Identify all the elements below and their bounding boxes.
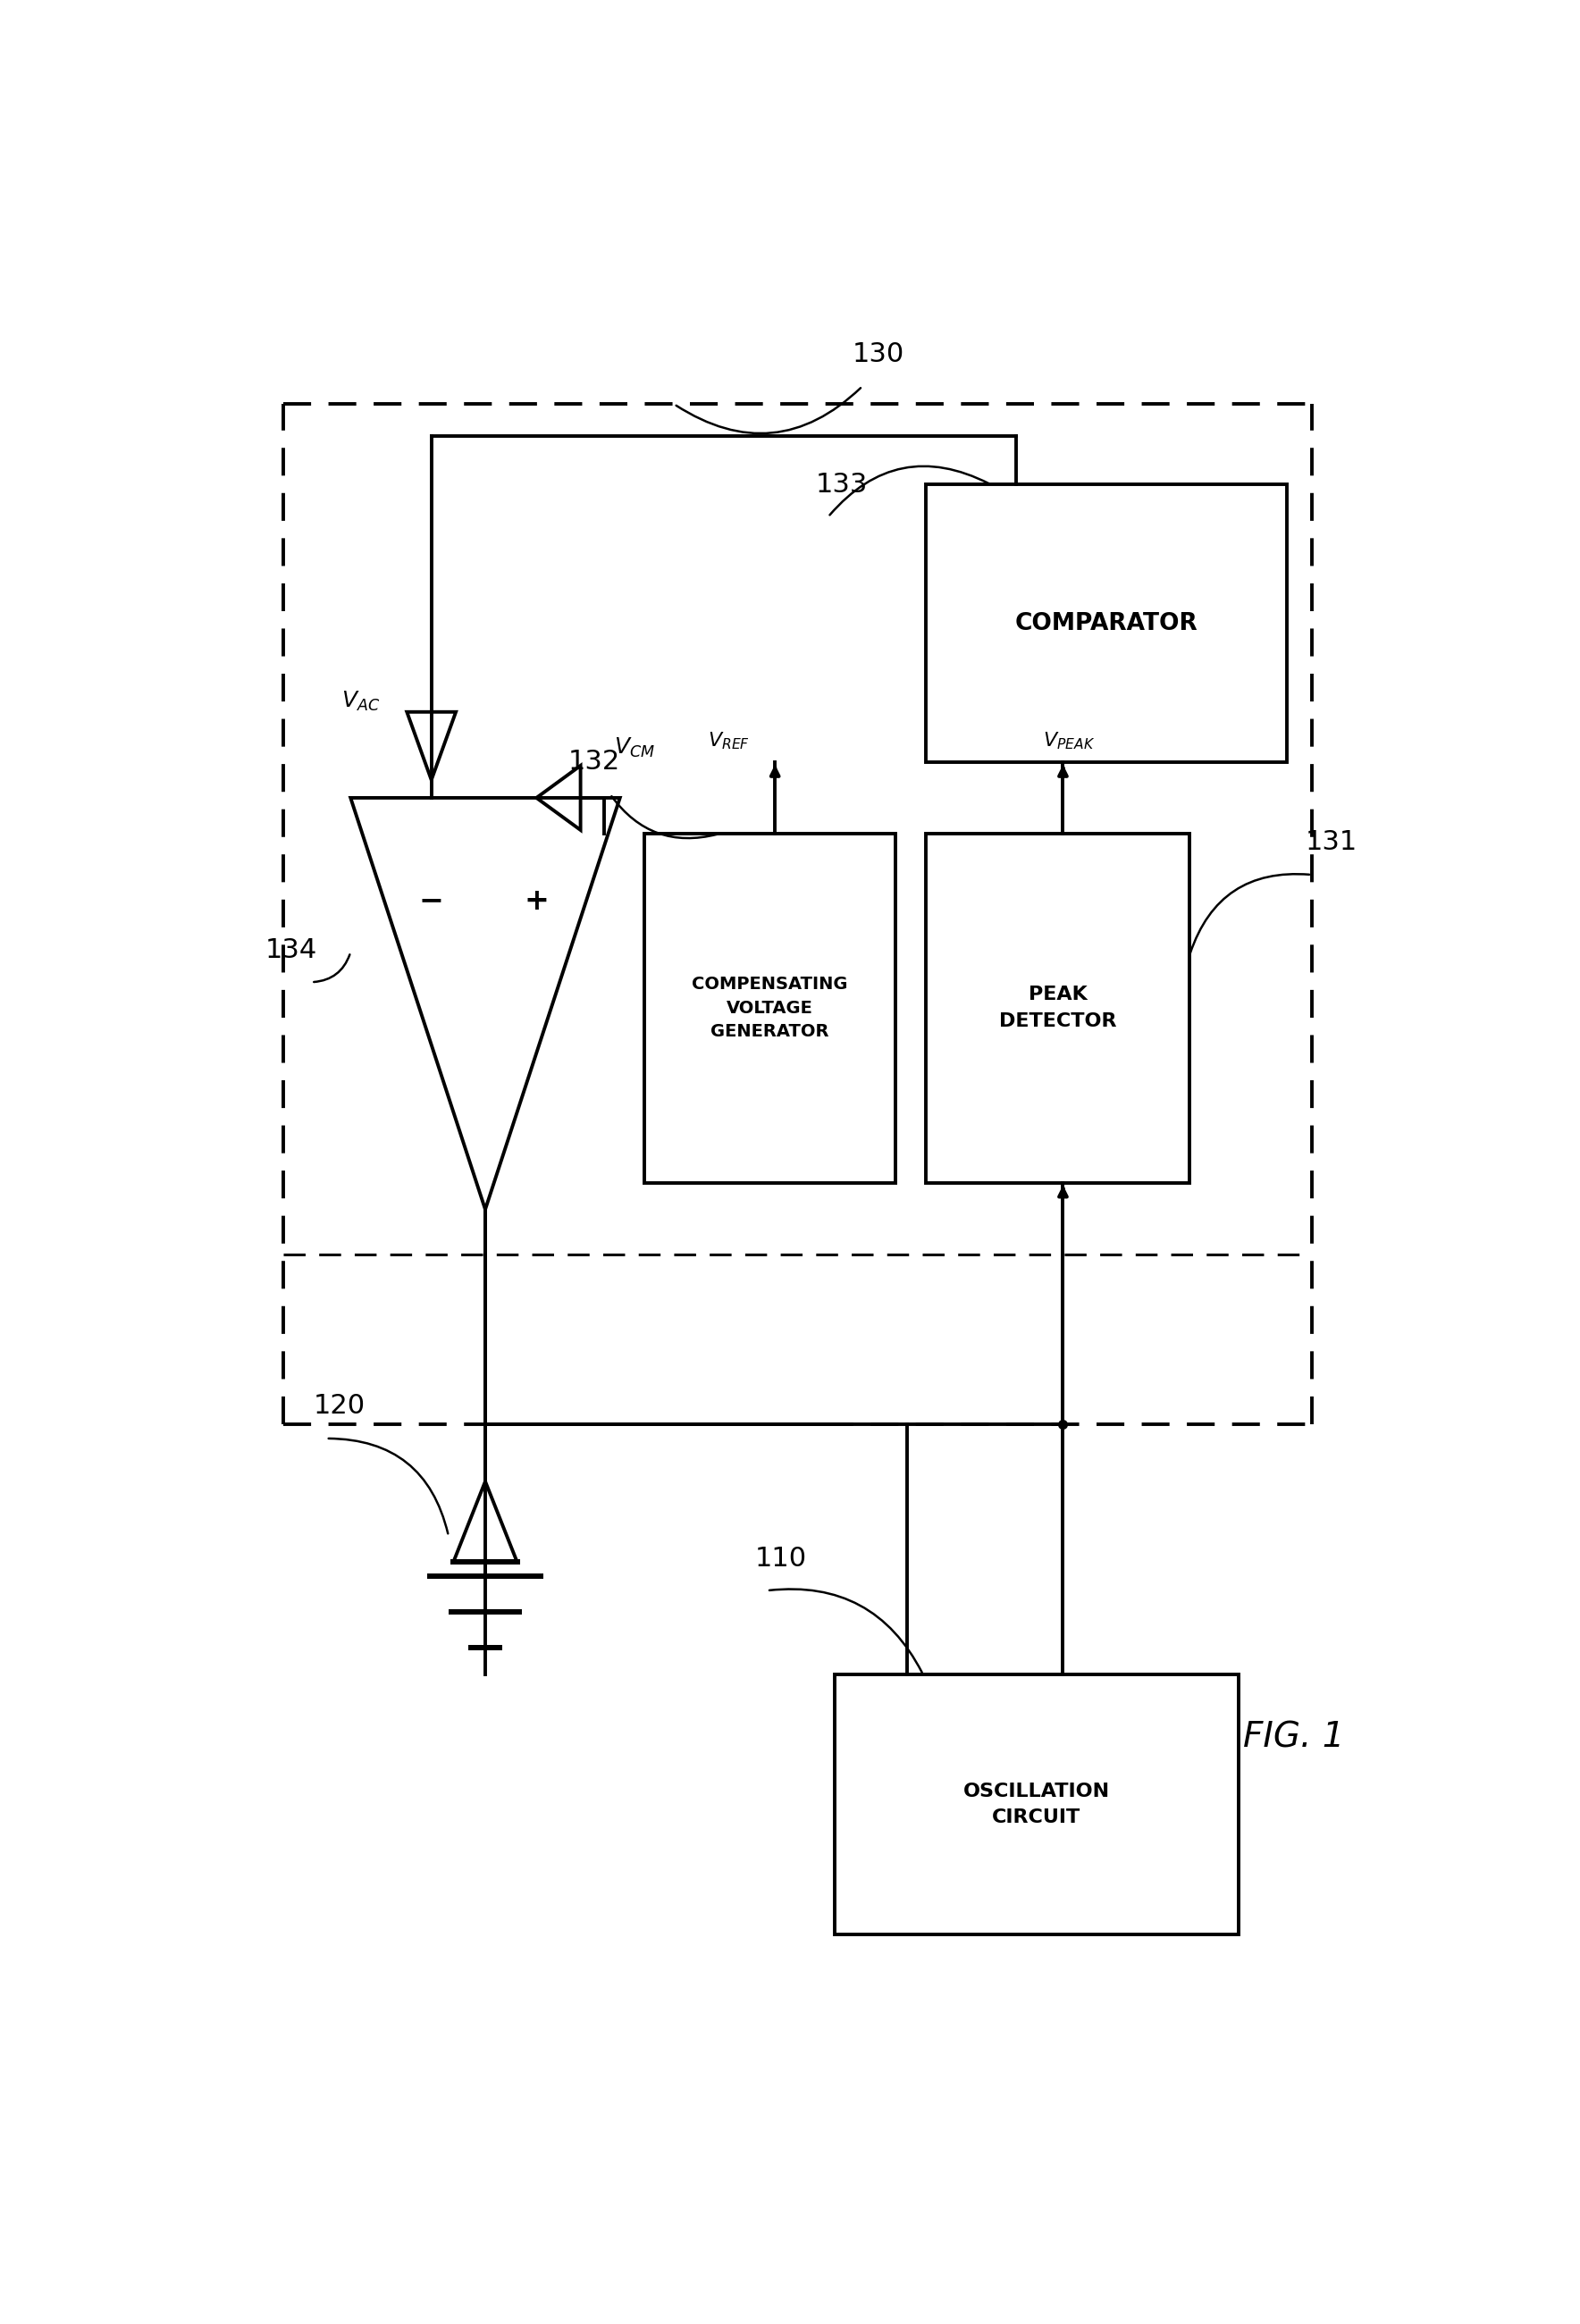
Bar xyxy=(645,834,896,1183)
Text: $V_{REF}$: $V_{REF}$ xyxy=(708,730,749,751)
Text: 110: 110 xyxy=(755,1545,807,1571)
Text: 131: 131 xyxy=(1305,830,1357,855)
Bar xyxy=(926,834,1190,1183)
Text: $V_{CM}$: $V_{CM}$ xyxy=(615,737,656,760)
Text: FIG. 1: FIG. 1 xyxy=(1243,1720,1345,1755)
Text: 133: 133 xyxy=(815,472,867,497)
Text: −: − xyxy=(419,885,444,916)
Text: COMPARATOR: COMPARATOR xyxy=(1016,611,1198,634)
Text: PEAK
DETECTOR: PEAK DETECTOR xyxy=(999,985,1117,1030)
Text: +: + xyxy=(525,885,548,916)
Text: $V_{PEAK}$: $V_{PEAK}$ xyxy=(1043,730,1095,751)
Text: 130: 130 xyxy=(853,342,905,367)
Text: COMPENSATING
VOLTAGE
GENERATOR: COMPENSATING VOLTAGE GENERATOR xyxy=(692,976,848,1041)
Text: $V_{AC}$: $V_{AC}$ xyxy=(341,690,379,713)
Text: 134: 134 xyxy=(265,937,318,962)
Bar xyxy=(834,1676,1239,1934)
Bar xyxy=(926,486,1288,762)
Text: 120: 120 xyxy=(314,1394,367,1420)
Text: OSCILLATION
CIRCUIT: OSCILLATION CIRCUIT xyxy=(962,1783,1109,1827)
Text: 132: 132 xyxy=(567,748,619,774)
